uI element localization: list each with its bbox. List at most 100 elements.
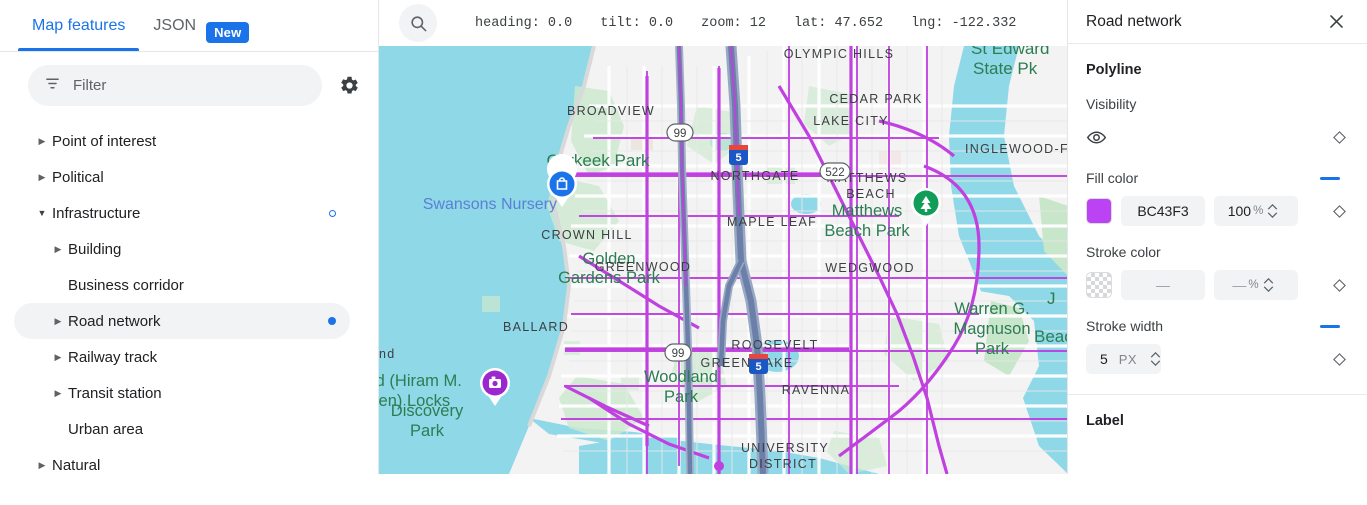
chevron-right-icon[interactable]: ▶ bbox=[38, 135, 46, 146]
status-zoom: zoom: 12 bbox=[701, 15, 766, 31]
stroke-opacity-stepper[interactable] bbox=[1263, 278, 1274, 292]
close-icon[interactable] bbox=[1323, 9, 1349, 35]
svg-text:Magnuson: Magnuson bbox=[953, 320, 1030, 338]
style-panel-body: Polyline Visibility Fill color bbox=[1068, 62, 1367, 429]
section-label-title: Label bbox=[1086, 413, 1124, 429]
svg-text:BROADVIEW: BROADVIEW bbox=[567, 104, 655, 118]
stroke-opacity-input[interactable]: — % bbox=[1214, 270, 1298, 300]
tree-item-label: Political bbox=[52, 168, 104, 186]
svg-text:99: 99 bbox=[672, 348, 685, 360]
chevron-right-icon[interactable]: ▶ bbox=[54, 387, 62, 398]
chevron-down-icon[interactable]: ▼ bbox=[37, 208, 47, 218]
svg-text:Park: Park bbox=[975, 340, 1010, 358]
fill-color-hex-input[interactable]: BC43F3 bbox=[1121, 196, 1205, 226]
status-tilt: tilt: 0.0 bbox=[600, 15, 674, 31]
chevron-right-icon[interactable]: ▶ bbox=[38, 171, 46, 182]
visibility-label: Visibility bbox=[1086, 96, 1137, 112]
chevron-right-icon[interactable]: ▶ bbox=[54, 315, 62, 326]
style-panel: Road network Polyline Visibility bbox=[1068, 0, 1367, 474]
svg-text:ROOSEVELT: ROOSEVELT bbox=[731, 338, 818, 352]
stroke-color-hex-input[interactable]: — bbox=[1121, 270, 1205, 300]
tree-item-road-network[interactable]: ▶ Road network bbox=[14, 303, 350, 339]
fill-opacity-stepper[interactable] bbox=[1267, 204, 1278, 218]
gear-icon[interactable] bbox=[336, 73, 362, 99]
svg-text:LAKE CITY: LAKE CITY bbox=[813, 114, 889, 128]
stroke-color-row: — — % bbox=[1086, 270, 1349, 300]
status-dot-partial bbox=[329, 209, 336, 217]
svg-text:5: 5 bbox=[755, 361, 761, 373]
svg-text:GREENWOOD: GREENWOOD bbox=[595, 260, 691, 274]
tree-item-label: Business corridor bbox=[68, 276, 184, 294]
stroke-color-swatch[interactable] bbox=[1086, 272, 1112, 298]
svg-text:State Pk: State Pk bbox=[973, 59, 1038, 78]
svg-text:Park: Park bbox=[410, 422, 445, 440]
filter-input[interactable]: Filter bbox=[28, 65, 322, 106]
tree-item-urban-area[interactable]: Urban area bbox=[14, 411, 350, 447]
chevron-right-icon[interactable]: ▶ bbox=[54, 243, 62, 254]
svg-text:Swansons Nursery: Swansons Nursery bbox=[423, 196, 557, 213]
filter-placeholder-text: Filter bbox=[73, 77, 107, 94]
stroke-width-keyframe-icon[interactable] bbox=[1329, 349, 1349, 369]
svg-text:OLYMPIC HILLS: OLYMPIC HILLS bbox=[784, 47, 894, 61]
status-dot-active bbox=[328, 317, 336, 325]
svg-text:enden) Locks: enden) Locks bbox=[379, 392, 450, 410]
fill-color-swatch[interactable] bbox=[1086, 198, 1112, 224]
map-status-readout: heading: 0.0 tilt: 0.0 zoom: 12 lat: 47.… bbox=[475, 16, 1016, 31]
svg-text:Woodland: Woodland bbox=[644, 368, 718, 386]
stroke-width-input[interactable]: 5 PX bbox=[1086, 344, 1161, 374]
stroke-opacity-value: — bbox=[1232, 277, 1247, 293]
stroke-color-keyframe-icon[interactable] bbox=[1329, 275, 1349, 295]
map-canvas[interactable]: Carkeek Park St Edward Golden Gardens Pa… bbox=[379, 46, 1068, 474]
svg-text:ard (Hiram M.: ard (Hiram M. bbox=[379, 372, 462, 390]
search-icon[interactable] bbox=[399, 4, 437, 42]
svg-text:INGLEWOOD-FI: INGLEWOOD-FI bbox=[965, 142, 1068, 156]
stroke-width-value: 5 bbox=[1100, 351, 1108, 367]
visibility-row bbox=[1086, 122, 1349, 152]
left-sidebar: Map features JSON New Filter bbox=[0, 0, 379, 474]
svg-text:Park: Park bbox=[664, 388, 699, 406]
tree-item-label: Transit station bbox=[68, 384, 162, 402]
tab-json-label: JSON bbox=[153, 16, 197, 34]
tree-item-natural[interactable]: ▶ Natural bbox=[14, 447, 350, 483]
feature-tree: ▶ Point of interest ▶ Political ▼ Infrastruct… bbox=[0, 119, 378, 505]
svg-text:BALLARD: BALLARD bbox=[503, 320, 569, 334]
stroke-width-unit: PX bbox=[1118, 351, 1137, 367]
svg-text:522: 522 bbox=[825, 167, 844, 179]
fill-color-keyframe-icon[interactable] bbox=[1329, 201, 1349, 221]
tab-map-features[interactable]: Map features bbox=[18, 0, 140, 51]
tree-item-business-corridor[interactable]: Business corridor bbox=[14, 267, 350, 303]
stroke-width-header: Stroke width bbox=[1086, 318, 1349, 334]
visibility-keyframe-icon[interactable] bbox=[1329, 127, 1349, 147]
tree-item-building[interactable]: ▶ Building bbox=[14, 231, 350, 267]
map-toolbar: heading: 0.0 tilt: 0.0 zoom: 12 lat: 47.… bbox=[379, 0, 1067, 46]
section-polyline-title: Polyline bbox=[1086, 62, 1142, 78]
map-panel: heading: 0.0 tilt: 0.0 zoom: 12 lat: 47.… bbox=[379, 0, 1068, 474]
tab-map-features-label: Map features bbox=[32, 16, 126, 34]
fill-opacity-unit: % bbox=[1253, 205, 1264, 217]
stroke-width-label: Stroke width bbox=[1086, 318, 1164, 334]
tree-item-political[interactable]: ▶ Political bbox=[14, 159, 350, 195]
tree-item-point-of-interest[interactable]: ▶ Point of interest bbox=[14, 123, 350, 159]
stroke-opacity-unit: % bbox=[1248, 279, 1259, 291]
svg-text:CEDAR PARK: CEDAR PARK bbox=[829, 92, 922, 106]
section-divider bbox=[1068, 394, 1367, 395]
panel-title: Road network bbox=[1086, 12, 1182, 30]
fill-color-active-indicator bbox=[1320, 176, 1340, 180]
svg-text:UNIVERSITY: UNIVERSITY bbox=[741, 441, 829, 455]
tree-item-infrastructure[interactable]: ▼ Infrastructure bbox=[14, 195, 350, 231]
stroke-color-hex-value: — bbox=[1156, 277, 1170, 293]
chevron-right-icon[interactable]: ▶ bbox=[38, 459, 46, 470]
tree-item-transit-station[interactable]: ▶ Transit station bbox=[14, 375, 350, 411]
fill-color-header: Fill color bbox=[1086, 170, 1349, 186]
svg-text:Matthews: Matthews bbox=[832, 202, 903, 220]
fill-opacity-input[interactable]: 100 % bbox=[1214, 196, 1298, 226]
tab-json[interactable]: JSON bbox=[139, 0, 210, 51]
tree-item-label: Point of interest bbox=[52, 132, 157, 150]
chevron-right-icon[interactable]: ▶ bbox=[54, 351, 62, 362]
tree-item-railway-track[interactable]: ▶ Railway track bbox=[14, 339, 350, 375]
svg-text:Discovery: Discovery bbox=[391, 402, 464, 420]
eye-icon[interactable] bbox=[1086, 122, 1120, 152]
tree-item-label: Infrastructure bbox=[52, 204, 141, 222]
svg-text:Golden: Golden bbox=[582, 250, 635, 268]
stroke-width-stepper[interactable] bbox=[1150, 352, 1161, 366]
